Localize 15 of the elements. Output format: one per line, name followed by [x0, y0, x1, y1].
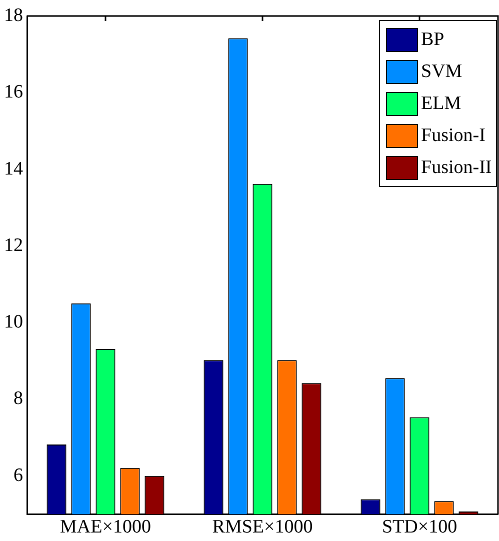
y-tick-label: 14: [4, 158, 24, 180]
legend-label: BP: [421, 28, 444, 52]
y-tick-label: 6: [14, 464, 23, 486]
y-tick-label: 18: [4, 4, 23, 26]
legend-label: SVM: [421, 60, 462, 84]
y-tick-label: 16: [4, 82, 23, 103]
x-tick-label: STD×100: [382, 516, 458, 538]
legend-label: ELM: [421, 92, 462, 116]
y-tick-label: 8: [14, 388, 23, 410]
x-tick-label: MAE×1000: [60, 516, 151, 538]
x-tick-label: RMSE×1000: [212, 516, 313, 538]
y-tick-label: 12: [4, 234, 23, 256]
legend-label: Fusion-I: [421, 124, 486, 148]
legend-label: Fusion-II: [421, 156, 492, 180]
y-tick-label: 10: [4, 312, 23, 333]
